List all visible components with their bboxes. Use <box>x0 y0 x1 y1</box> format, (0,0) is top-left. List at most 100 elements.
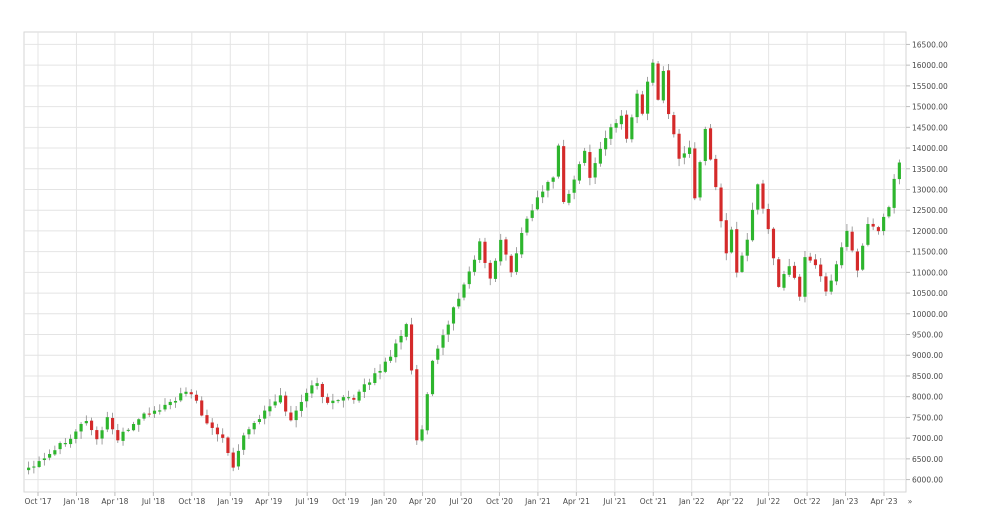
candle-up <box>687 147 692 154</box>
candle-up <box>787 266 791 275</box>
candle-up <box>257 419 261 422</box>
candle-up <box>530 210 534 218</box>
candle-down <box>677 133 681 159</box>
x-tick-label: Jan '20 <box>370 497 397 506</box>
candle-up <box>577 164 581 181</box>
candle-down <box>189 392 193 395</box>
candle-down <box>89 420 94 431</box>
candle-up <box>425 394 429 431</box>
y-tick-label: 9500.00 <box>912 331 943 340</box>
x-tick-label: Jul '22 <box>756 497 780 506</box>
candle-up <box>84 421 88 424</box>
candle-down <box>640 94 644 114</box>
candle-up <box>897 162 901 180</box>
y-tick-label: 14500.00 <box>912 123 948 132</box>
y-tick-label: 16500.00 <box>912 40 948 49</box>
y-tick-label: 16000.00 <box>912 61 948 70</box>
candle-up <box>247 429 251 435</box>
candle-up <box>42 458 46 461</box>
candle-up <box>168 401 172 406</box>
candle-up <box>163 404 167 410</box>
candle-down <box>95 430 99 440</box>
candle-up <box>37 461 41 467</box>
candle-down <box>871 223 875 227</box>
candle-down <box>352 397 356 400</box>
candle-up <box>556 145 560 177</box>
candle-up <box>892 178 896 208</box>
candle-up <box>493 260 498 279</box>
candle-down <box>320 383 324 397</box>
candle-up <box>152 410 157 414</box>
candle-down <box>777 259 781 287</box>
candle-down <box>766 208 770 230</box>
candle-up <box>740 255 744 272</box>
candle-down <box>850 231 854 251</box>
candle-up <box>845 230 849 247</box>
y-tick-label: 11500.00 <box>912 248 948 257</box>
candle-up <box>53 450 57 455</box>
candle-up <box>467 271 471 285</box>
candle-up <box>635 93 639 118</box>
x-tick-label: Jan '21 <box>524 497 551 506</box>
candle-up <box>278 395 282 403</box>
candle-down <box>798 276 802 297</box>
candle-up <box>861 245 865 270</box>
candle-up <box>834 264 839 282</box>
candle-down <box>714 158 718 188</box>
x-tick-label: Apr '23 <box>871 497 898 506</box>
candle-up <box>158 410 162 412</box>
x-tick-label: Oct '19 <box>332 497 359 506</box>
x-tick-label: Jul '21 <box>602 497 626 506</box>
candle-up <box>373 373 377 383</box>
candle-up <box>263 410 267 419</box>
x-tick-label: Oct '17 <box>25 497 52 506</box>
candle-up <box>551 177 555 182</box>
candle-down <box>588 152 592 178</box>
x-tick-label: Jul '18 <box>141 497 165 506</box>
candle-down <box>415 369 419 441</box>
candle-up <box>74 431 78 439</box>
candle-up <box>661 70 665 101</box>
candle-up <box>126 429 130 431</box>
y-tick-label: 15000.00 <box>912 103 948 112</box>
x-axis-end-marker: » <box>908 497 913 506</box>
candle-up <box>268 406 272 412</box>
y-tick-label: 8000.00 <box>912 393 943 402</box>
candle-down <box>226 437 230 453</box>
candle-up <box>619 115 623 125</box>
candle-up <box>294 410 298 421</box>
candle-up <box>436 348 440 360</box>
candle-up <box>242 435 246 450</box>
candle-up <box>441 335 445 348</box>
candle-up <box>520 232 524 255</box>
x-tick-label: Jul '20 <box>448 497 472 506</box>
candle-up <box>357 391 361 401</box>
candle-up <box>583 150 587 163</box>
candle-down <box>667 70 671 115</box>
candle-up <box>446 324 450 335</box>
candle-up <box>472 259 477 272</box>
candle-up <box>347 397 351 399</box>
candle-up <box>782 274 786 288</box>
candle-up <box>703 128 707 162</box>
x-tick-label: Apr '20 <box>409 497 436 506</box>
candle-down <box>719 187 723 222</box>
candle-up <box>69 438 73 445</box>
candle-up <box>630 117 634 140</box>
plot-area <box>23 31 907 493</box>
candle-down <box>562 146 566 202</box>
candle-up <box>420 429 424 441</box>
candle-down <box>824 276 828 292</box>
candle-up <box>63 443 67 445</box>
candle-up <box>462 284 466 298</box>
y-tick-label: 7000.00 <box>912 434 943 443</box>
candle-up <box>478 241 482 260</box>
candle-down <box>724 220 728 254</box>
candle-up <box>131 423 136 431</box>
candle-down <box>110 417 115 430</box>
candle-down <box>326 397 330 403</box>
candle-down <box>488 262 492 279</box>
candle-up <box>48 453 52 458</box>
candle-up <box>457 298 461 307</box>
candle-up <box>252 423 256 430</box>
